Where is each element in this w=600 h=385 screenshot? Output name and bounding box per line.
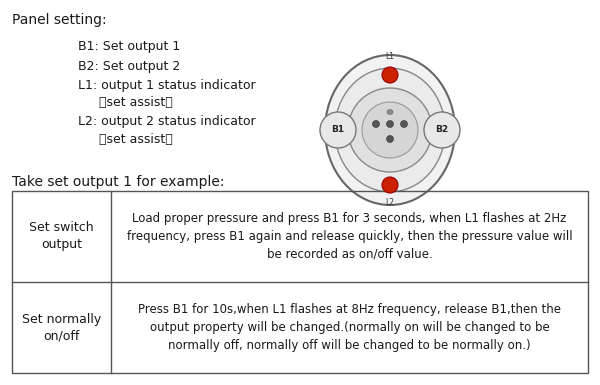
Text: （set assist）: （set assist） bbox=[99, 133, 173, 146]
Text: Panel setting:: Panel setting: bbox=[12, 13, 107, 27]
Text: Take set output 1 for example:: Take set output 1 for example: bbox=[12, 175, 224, 189]
Text: Load proper pressure and press B1 for 3 seconds, when L1 flashes at 2Hz
frequenc: Load proper pressure and press B1 for 3 … bbox=[127, 212, 572, 261]
Ellipse shape bbox=[387, 109, 393, 114]
Text: L1: L1 bbox=[386, 52, 395, 61]
Ellipse shape bbox=[362, 102, 418, 158]
Ellipse shape bbox=[382, 177, 398, 193]
Text: B2: Set output 2: B2: Set output 2 bbox=[78, 60, 180, 73]
Ellipse shape bbox=[348, 88, 432, 172]
Text: B1: Set output 1: B1: Set output 1 bbox=[78, 40, 180, 54]
Ellipse shape bbox=[401, 121, 407, 127]
Text: Set normally
on/off: Set normally on/off bbox=[22, 313, 101, 343]
Text: L2: L2 bbox=[386, 198, 395, 207]
Ellipse shape bbox=[335, 68, 445, 192]
Ellipse shape bbox=[320, 112, 356, 148]
Text: L2: output 2 status indicator: L2: output 2 status indicator bbox=[78, 116, 256, 129]
Text: B1: B1 bbox=[331, 126, 344, 134]
Ellipse shape bbox=[424, 112, 460, 148]
Ellipse shape bbox=[386, 136, 394, 142]
Text: B2: B2 bbox=[436, 126, 449, 134]
Ellipse shape bbox=[373, 121, 380, 127]
Text: Set switch
output: Set switch output bbox=[29, 221, 94, 251]
Ellipse shape bbox=[386, 121, 394, 127]
Text: L1: output 1 status indicator: L1: output 1 status indicator bbox=[78, 79, 256, 92]
Text: （set assist）: （set assist） bbox=[99, 96, 173, 109]
Ellipse shape bbox=[325, 55, 455, 205]
Ellipse shape bbox=[382, 67, 398, 83]
Text: Press B1 for 10s,when L1 flashes at 8Hz frequency, release B1,then the
output pr: Press B1 for 10s,when L1 flashes at 8Hz … bbox=[138, 303, 561, 352]
Bar bbox=[12, 191, 588, 373]
